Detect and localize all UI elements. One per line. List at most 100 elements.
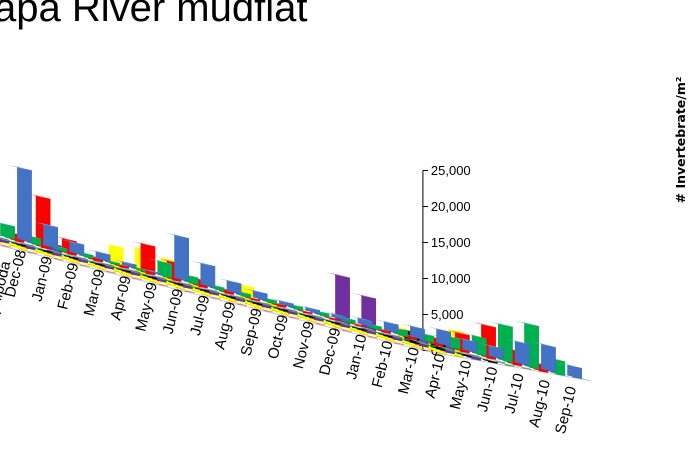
bar-cumacea-jun-09 bbox=[114, 266, 139, 273]
bar-cumacea-jul-10 bbox=[454, 350, 479, 357]
bar-insecta-aug-10 bbox=[464, 354, 489, 361]
x-tick-label: Sep-09 bbox=[238, 307, 266, 358]
bar-amphipoda-dec-09 bbox=[322, 311, 347, 321]
x-tick-label: Apr-10 bbox=[422, 352, 449, 400]
x-tick-label: Jul-10 bbox=[501, 372, 527, 416]
bar-insecta-jan-10 bbox=[280, 308, 305, 315]
bar-amphipoda-jul-09 bbox=[191, 260, 216, 288]
x-tick-label: Sep-10 bbox=[552, 385, 580, 436]
bar-tanaidacea-dec-09 bbox=[170, 286, 195, 293]
x-tick-label: Oct-09 bbox=[265, 313, 292, 361]
bar-amphipoda-may-10 bbox=[453, 336, 478, 353]
x-tick-label: Mar-10 bbox=[395, 346, 423, 396]
bar-amphipoda-mar-09 bbox=[86, 249, 111, 262]
bar-insecta-mar-10 bbox=[333, 321, 358, 328]
bar-cumacea-apr-10 bbox=[376, 331, 401, 338]
x-tick-label: Nov-09 bbox=[290, 320, 318, 371]
bar-amphipoda-sep-10 bbox=[557, 362, 582, 379]
y-tick-label: 25,000 bbox=[431, 163, 471, 178]
bars bbox=[0, 165, 582, 379]
y-tick-label: 5,000 bbox=[431, 307, 464, 322]
x-tick-label: May-09 bbox=[132, 281, 161, 334]
bar-cumacea-feb-09 bbox=[9, 240, 34, 247]
bar-insecta-nov-09 bbox=[228, 295, 253, 302]
x-tick-label: Jun-10 bbox=[474, 365, 502, 414]
bar-insecta-sep-09 bbox=[176, 282, 201, 289]
bar-cumacea-mar-10 bbox=[350, 324, 375, 331]
bar-insecta-feb-09 bbox=[0, 238, 17, 244]
bar-amphipoda-apr-10 bbox=[426, 326, 451, 347]
bar-amphipoda-aug-09 bbox=[217, 278, 242, 295]
bar-insecta-apr-09 bbox=[45, 250, 70, 257]
bar-bivalvia-jun-10 bbox=[462, 333, 487, 357]
bar-amphipoda-aug-10 bbox=[531, 341, 556, 373]
bar-insecta-sep-10 bbox=[490, 360, 515, 367]
x-tick-label: Feb-10 bbox=[369, 339, 397, 389]
bar-tanaidacea-aug-09 bbox=[65, 260, 90, 267]
bar-amphipoda-feb-10 bbox=[374, 319, 399, 334]
bar-tanaidacea-may-10 bbox=[301, 319, 326, 326]
bar-insecta-jun-10 bbox=[411, 341, 436, 348]
x-tick-label: Feb-09 bbox=[54, 261, 82, 311]
x-tick-label: May-10 bbox=[447, 359, 476, 412]
bar-tanaidacea-jan-10 bbox=[196, 293, 221, 300]
bar-cumacea-dec-09 bbox=[271, 305, 296, 312]
bar-amphipoda-jul-10 bbox=[505, 338, 530, 366]
y-tick-label: 10,000 bbox=[431, 271, 471, 286]
bar-cumacea-nov-09 bbox=[245, 298, 270, 305]
x-tick-label: Aug-10 bbox=[526, 378, 554, 429]
y-tick-label: 20,000 bbox=[431, 199, 471, 214]
bar-insecta-apr-10 bbox=[359, 328, 384, 335]
bar-tanaidacea-mar-10 bbox=[248, 306, 274, 313]
bar-amphipoda-mar-10 bbox=[400, 323, 425, 340]
bar-cumacea-may-10 bbox=[402, 337, 427, 344]
bar-tanaidacea-sep-09 bbox=[91, 267, 116, 274]
bar-amphipoda-apr-09 bbox=[112, 259, 137, 269]
bar-cumacea-feb-10 bbox=[323, 318, 348, 325]
bar-insecta-may-10 bbox=[385, 334, 410, 341]
bar-oligochaeta-apr-10 bbox=[325, 272, 350, 329]
bar-amphipoda-jan-10 bbox=[348, 315, 373, 327]
x-tick-label: Apr-09 bbox=[107, 274, 134, 322]
bar-cumacea-sep-10 bbox=[507, 363, 532, 370]
x-tick-label: Jan-09 bbox=[29, 255, 57, 304]
bar-tanaidacea-jun-09 bbox=[13, 247, 38, 254]
bar-tanaidacea-aug-10 bbox=[379, 338, 405, 345]
bar-cumacea-jun-10 bbox=[428, 344, 453, 351]
bar-amphipoda-feb-09 bbox=[60, 239, 85, 256]
x-tick-label: Dec-09 bbox=[316, 326, 344, 377]
y-axis-label: # Invertebrate/m² bbox=[673, 77, 688, 204]
bar-insecta-oct-09 bbox=[202, 289, 227, 296]
bar-tanaidacea-nov-09 bbox=[144, 280, 169, 287]
bar-cumacea-jan-10 bbox=[297, 311, 322, 318]
bar-cumacea-aug-09 bbox=[166, 279, 191, 286]
bar-brachyura-jun-09 bbox=[131, 241, 156, 276]
bar-tanaidacea-apr-10 bbox=[275, 312, 300, 319]
y-tick-label: 15,000 bbox=[431, 235, 471, 250]
bar-tanaidacea-jun-10 bbox=[327, 325, 352, 332]
bar-amphipoda-jan-09 bbox=[33, 221, 58, 249]
x-tick-label: Jul-09 bbox=[187, 294, 213, 338]
bar-amphipoda-may-09 bbox=[138, 268, 163, 275]
bar-cumacea-mar-09 bbox=[35, 246, 60, 253]
bar-amphipoda-nov-09 bbox=[295, 304, 320, 314]
bar-insecta-dec-09 bbox=[254, 302, 279, 309]
bar-cumacea-may-09 bbox=[88, 259, 113, 266]
bar-amphipoda-jun-10 bbox=[479, 343, 504, 360]
bar-tanaidacea-sep-10 bbox=[406, 345, 431, 352]
bar-amphipoda-jun-09 bbox=[164, 232, 189, 282]
bar-tanaidacea-jul-10 bbox=[353, 332, 378, 339]
bar-insecta-feb-10 bbox=[307, 315, 332, 322]
bar-tanaidacea-feb-10 bbox=[222, 299, 247, 306]
bar-cumacea-aug-10 bbox=[481, 357, 506, 364]
bar-tanaidacea-may-09 bbox=[0, 243, 12, 248]
x-tick-label: Mar-09 bbox=[81, 268, 109, 318]
bar-tanaidacea-oct-09 bbox=[117, 273, 143, 280]
x-tick-label: Jan-10 bbox=[343, 333, 371, 382]
bar-cumacea-sep-09 bbox=[192, 285, 217, 292]
x-tick-label: Aug-09 bbox=[211, 300, 239, 351]
x-tick-label: Jun-09 bbox=[160, 287, 188, 336]
bar-cumacea-oct-09 bbox=[219, 292, 244, 299]
